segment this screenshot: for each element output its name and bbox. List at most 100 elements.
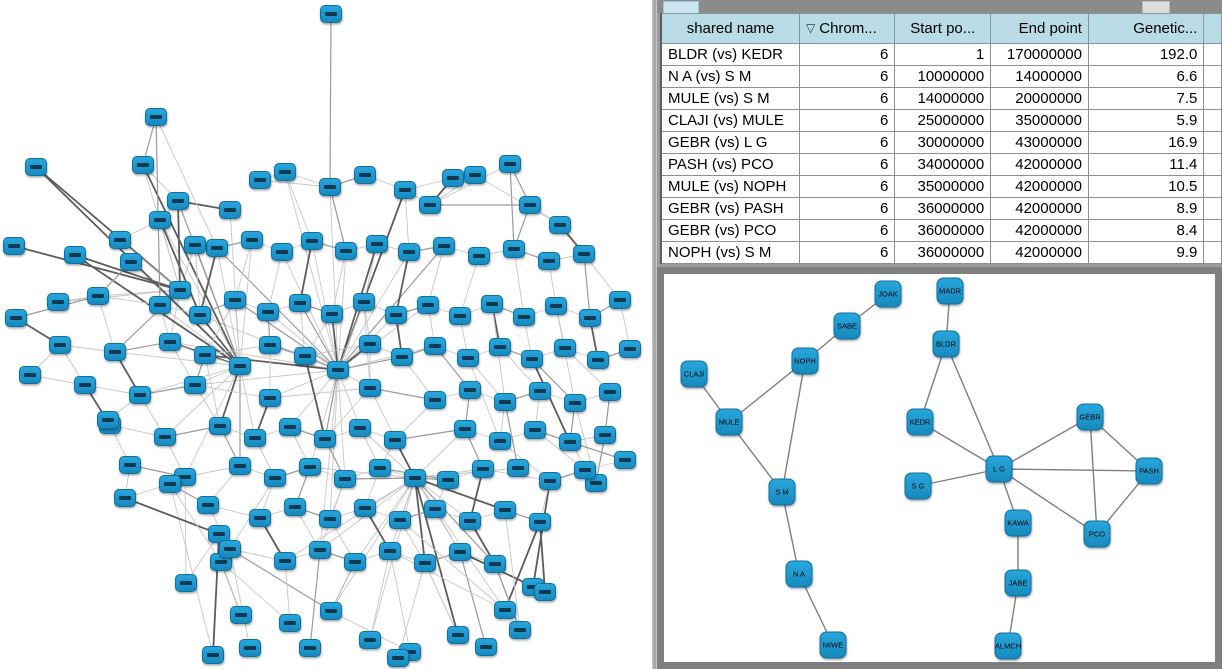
network-node[interactable] [219, 201, 241, 219]
network-edge[interactable] [194, 369, 339, 386]
network-edge[interactable] [329, 186, 339, 371]
network-node[interactable] [619, 340, 641, 358]
column-header-End point[interactable]: End point [990, 13, 1089, 44]
table-cell[interactable]: 42000000 [990, 219, 1089, 242]
table-cell[interactable]: 42000000 [990, 197, 1089, 220]
column-header-Chrom...[interactable]: ▽ Chrom... [798, 13, 896, 44]
network-edge[interactable] [344, 477, 416, 480]
network-node[interactable] [132, 156, 154, 174]
table-cell[interactable]: 5.9 [1087, 109, 1205, 132]
network-node[interactable] [202, 646, 224, 664]
network-node[interactable] [369, 459, 391, 477]
subnetwork-node-ALMCH[interactable]: ALMCH [994, 632, 1022, 660]
network-node[interactable] [385, 306, 407, 324]
table-cell[interactable]: 170000000 [990, 43, 1089, 66]
network-node[interactable] [384, 431, 406, 449]
column-header-Genetic...[interactable]: Genetic... [1087, 13, 1205, 44]
network-edge[interactable] [234, 299, 339, 371]
network-node[interactable] [114, 489, 136, 507]
table-row[interactable]: MULE (vs) S M 6 14000000 20000000 7.5 [660, 87, 1222, 110]
network-node[interactable] [509, 621, 531, 639]
table-cell[interactable]: GEBR (vs) PCO [660, 219, 800, 242]
network-edge[interactable] [363, 243, 378, 303]
network-node[interactable] [319, 178, 341, 196]
network-node[interactable] [454, 420, 476, 438]
table-cell[interactable]: 6 [798, 131, 896, 154]
network-node[interactable] [398, 243, 420, 261]
table-row[interactable]: GEBR (vs) PCO 6 36000000 42000000 8.4 [660, 219, 1222, 242]
table-cell[interactable]: 34000000 [894, 153, 992, 176]
table-cell[interactable]: 6 [798, 65, 896, 88]
network-node[interactable] [3, 237, 25, 255]
table-cell[interactable]: 42000000 [990, 241, 1089, 264]
table-cell[interactable]: 6 [798, 241, 896, 264]
network-edge[interactable] [259, 179, 331, 188]
network-node[interactable] [97, 411, 119, 429]
network-edge[interactable] [284, 477, 416, 562]
network-node[interactable] [494, 393, 516, 411]
network-node[interactable] [614, 451, 636, 469]
table-cell[interactable]: 10000000 [894, 65, 992, 88]
network-edge[interactable] [124, 497, 220, 535]
network-node[interactable] [394, 181, 416, 199]
table-cell[interactable]: 10.5 [1087, 175, 1205, 198]
table-cell[interactable]: 14000000 [990, 65, 1089, 88]
network-node[interactable] [229, 457, 251, 475]
network-edge[interactable] [239, 239, 253, 367]
subnetwork-node-CLAJI[interactable]: CLAJI [680, 360, 708, 388]
network-node[interactable] [387, 649, 409, 667]
network-node[interactable] [230, 606, 252, 624]
network-edge[interactable] [459, 255, 480, 317]
network-node[interactable] [559, 433, 581, 451]
network-node[interactable] [194, 346, 216, 364]
network-node[interactable] [167, 192, 189, 210]
network-edge[interactable] [284, 171, 313, 242]
subnetwork-node-GEBR[interactable]: GEBR [1076, 403, 1104, 431]
network-edge[interactable] [399, 519, 506, 611]
network-edge[interactable] [159, 219, 241, 367]
table-cell[interactable] [1203, 87, 1222, 110]
network-node[interactable] [449, 307, 471, 325]
network-edge[interactable] [404, 189, 410, 253]
table-cell[interactable]: 8.9 [1087, 197, 1205, 220]
network-node[interactable] [5, 309, 27, 327]
network-node[interactable] [564, 394, 586, 412]
network-edge[interactable] [239, 365, 256, 439]
network-edge[interactable] [504, 509, 521, 631]
network-node[interactable] [259, 336, 281, 354]
network-edge[interactable] [467, 357, 501, 442]
network-node[interactable] [437, 471, 459, 489]
network-edge[interactable] [267, 311, 339, 371]
subnetwork-node-SABE[interactable]: SABE [833, 312, 861, 340]
table-cell[interactable]: 43000000 [990, 131, 1089, 154]
network-edge[interactable] [284, 171, 339, 371]
network-node[interactable] [279, 418, 301, 436]
network-edge[interactable] [337, 251, 410, 371]
network-node[interactable] [274, 552, 296, 570]
network-node[interactable] [149, 296, 171, 314]
table-cell[interactable]: 6 [798, 219, 896, 242]
network-node[interactable] [499, 155, 521, 173]
network-node[interactable] [529, 513, 551, 531]
network-node[interactable] [274, 163, 296, 181]
network-edge[interactable] [177, 200, 181, 291]
table-cell[interactable]: 36000000 [894, 197, 992, 220]
network-edge[interactable] [459, 551, 487, 648]
network-node[interactable] [74, 376, 96, 394]
network-node[interactable] [159, 333, 181, 351]
network-node[interactable] [494, 501, 516, 519]
network-node[interactable] [299, 458, 321, 476]
subnetwork-node-S G[interactable]: S G [904, 472, 932, 500]
subnetwork-node-MIWE[interactable]: MIWE [819, 631, 847, 659]
table-cell[interactable]: 6.6 [1087, 65, 1205, 88]
table-cell[interactable]: GEBR (vs) PASH [660, 197, 800, 220]
network-node[interactable] [104, 343, 126, 361]
network-node[interactable] [366, 235, 388, 253]
network-node[interactable] [264, 469, 286, 487]
table-cell[interactable]: 30000000 [894, 131, 992, 154]
network-edge[interactable] [97, 295, 116, 353]
network-node[interactable] [424, 337, 446, 355]
network-node[interactable] [279, 614, 301, 632]
network-node[interactable] [524, 421, 546, 439]
network-edge[interactable] [329, 186, 347, 252]
